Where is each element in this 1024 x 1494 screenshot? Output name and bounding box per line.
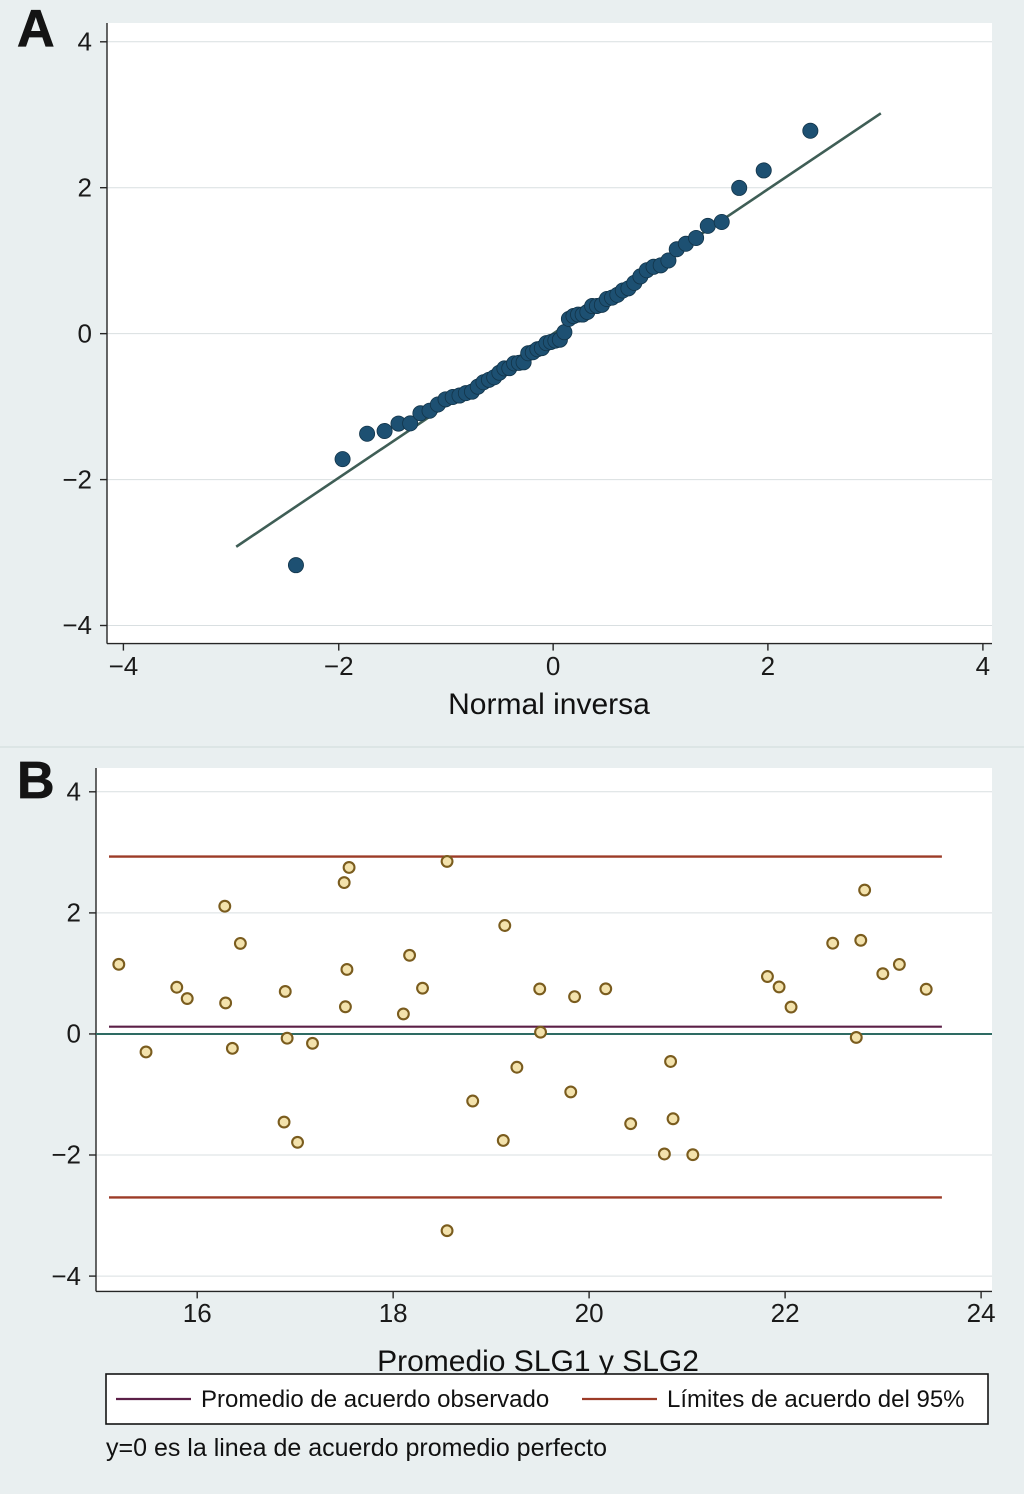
svg-text:16: 16 — [183, 1298, 212, 1328]
svg-text:0: 0 — [78, 318, 92, 348]
svg-text:20: 20 — [575, 1298, 604, 1328]
svg-text:Normal inversa: Normal inversa — [448, 688, 650, 721]
svg-text:0: 0 — [67, 1019, 81, 1049]
svg-text:4: 4 — [67, 777, 81, 807]
svg-text:A: A — [17, 0, 55, 58]
svg-text:18: 18 — [379, 1298, 408, 1328]
svg-text:4: 4 — [78, 27, 92, 57]
svg-text:Promedio de acuerdo observado: Promedio de acuerdo observado — [201, 1386, 549, 1413]
svg-text:B: B — [17, 752, 55, 810]
svg-text:24: 24 — [967, 1298, 996, 1328]
svg-text:−4: −4 — [51, 1261, 81, 1291]
svg-text:−2: −2 — [62, 464, 92, 494]
svg-text:Límites de acuerdo del 95%: Límites de acuerdo del 95% — [667, 1386, 965, 1413]
svg-text:0: 0 — [546, 651, 560, 681]
svg-text:2: 2 — [67, 898, 81, 928]
svg-text:2: 2 — [78, 172, 92, 202]
svg-text:−4: −4 — [62, 610, 92, 640]
svg-text:2: 2 — [761, 651, 775, 681]
svg-text:−4: −4 — [109, 651, 139, 681]
svg-text:22: 22 — [771, 1298, 800, 1328]
svg-text:4: 4 — [976, 651, 990, 681]
svg-text:−2: −2 — [51, 1140, 81, 1170]
svg-text:−2: −2 — [324, 651, 354, 681]
svg-text:y=0 es la linea de acuerdo pro: y=0 es la linea de acuerdo promedio perf… — [106, 1434, 607, 1462]
svg-text:Promedio SLG1 y SLG2: Promedio SLG1 y SLG2 — [377, 1345, 699, 1378]
